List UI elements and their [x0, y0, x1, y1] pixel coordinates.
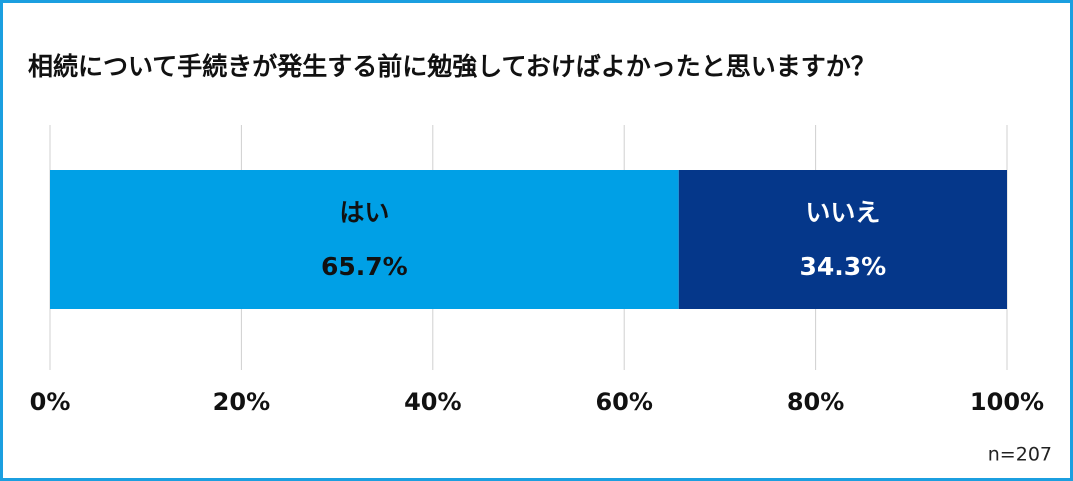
x-tick-label: 60% — [595, 388, 652, 416]
x-tick-label: 40% — [404, 388, 461, 416]
bar-segment — [50, 170, 679, 309]
bar-segment — [678, 170, 1007, 309]
x-tick-label: 20% — [213, 388, 270, 416]
segment-name: いいえ — [805, 198, 880, 227]
note: n=207 — [988, 444, 1052, 466]
data-label: 65.7% — [321, 252, 408, 281]
chart-title: 相続について手続きが発生する前に勉強しておけばよかったと思いますか？ — [28, 52, 876, 81]
data-label: 34.3% — [800, 252, 887, 281]
x-tick-label: 100% — [970, 388, 1044, 416]
x-tick-label: 80% — [787, 388, 844, 416]
segment-name: はい — [339, 198, 389, 227]
x-tick-label: 0% — [30, 388, 71, 416]
